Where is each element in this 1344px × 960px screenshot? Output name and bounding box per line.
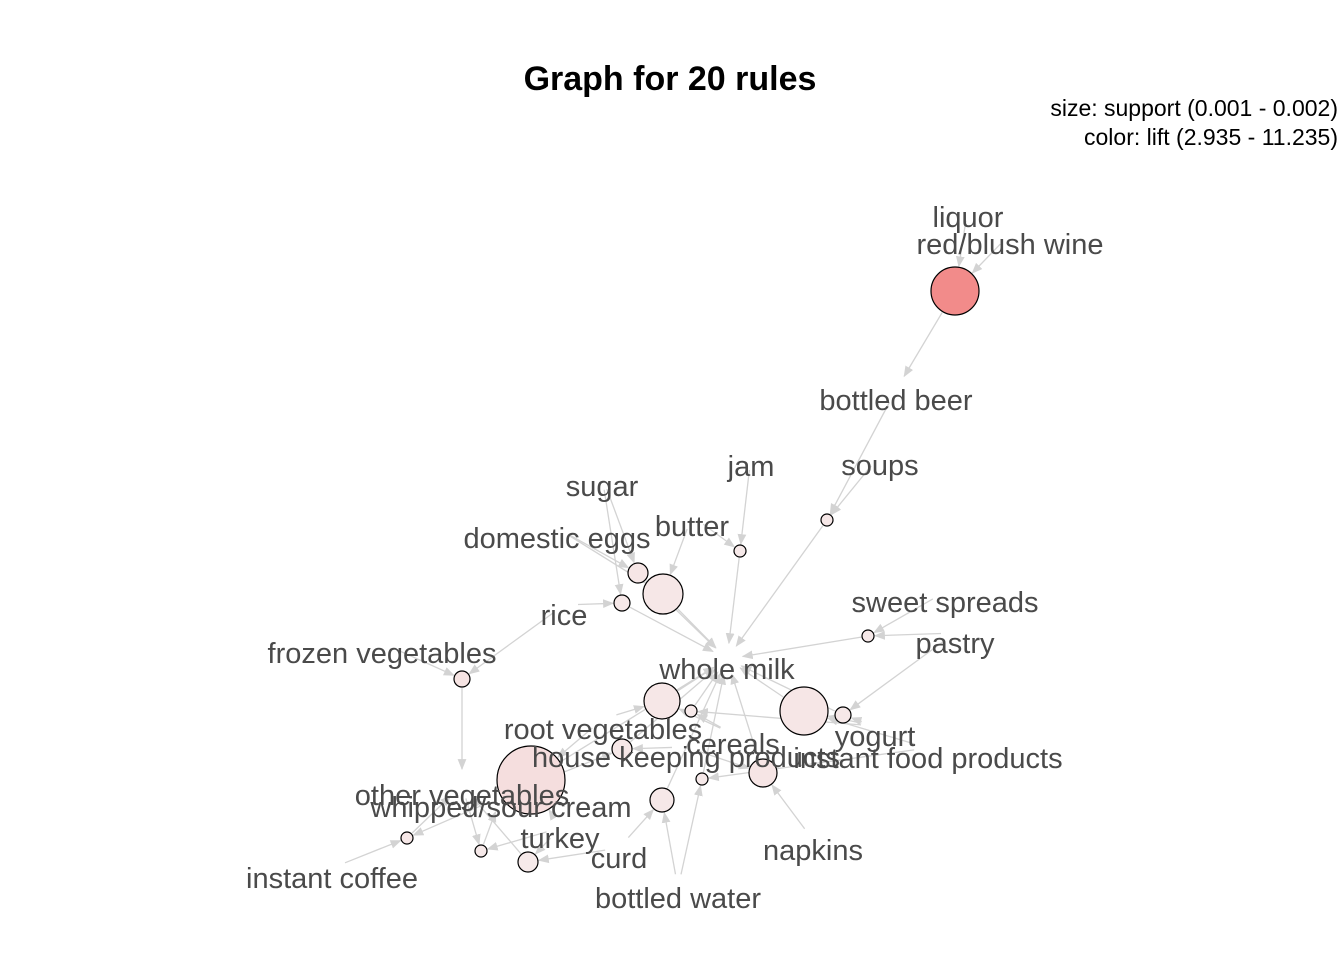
- edge-curd-to-r20: [537, 849, 606, 864]
- edge-butter-to-r5: [669, 528, 688, 576]
- edge-instant_coffee-to-r18: [344, 839, 402, 864]
- rule-node-r9: [779, 686, 829, 736]
- rule-node-r15: [695, 772, 709, 786]
- edges-layer: [344, 220, 1001, 875]
- rule-node-r7: [861, 629, 875, 643]
- item-label-rice: rice: [541, 600, 588, 632]
- edge-r7-to-whole_milk: [741, 636, 862, 660]
- item-label-root-vegetables: root vegetables: [504, 714, 702, 746]
- edge-house_keeping_products-to-r13: [631, 743, 673, 753]
- edge-soups-to-r2: [830, 465, 872, 516]
- edge-bottled_water-to-r17: [661, 811, 677, 875]
- item-label-domestic-eggs: domestic eggs: [464, 523, 651, 555]
- item-label-instant-coffee: instant coffee: [246, 863, 418, 895]
- item-label-liquor: liquor: [933, 202, 1004, 234]
- edge-jam-to-r3: [737, 469, 751, 546]
- edge-r14-to-whole_milk: [730, 673, 760, 759]
- edge-r1-to-bottled_beer: [903, 312, 943, 378]
- edge-pastry-to-r7: [873, 631, 942, 640]
- edge-sugar-to-r6: [603, 489, 624, 596]
- rule-node-r18: [400, 831, 414, 845]
- rule-node-r3: [733, 544, 747, 558]
- item-label-other-vegetables: other vegetables: [355, 780, 569, 812]
- rule-node-r13: [611, 738, 633, 760]
- item-label-napkins: napkins: [763, 835, 863, 867]
- edge-r2-to-whole_milk: [735, 525, 824, 647]
- item-label-sweet-spreads: sweet spreads: [852, 587, 1039, 619]
- rule-node-r10: [834, 706, 852, 724]
- rule-node-r14: [748, 758, 778, 788]
- item-label-sugar: sugar: [566, 471, 639, 503]
- edge-sweet_spreads-to-r7: [873, 598, 934, 634]
- edge-sugar-to-r4: [606, 488, 635, 564]
- item-label-whole-milk: whole milk: [658, 654, 795, 686]
- edge-r16-to-whole_milk: [560, 666, 715, 763]
- edge-turkey-to-r20: [534, 837, 551, 855]
- item-label-whipped-sour-cream: whipped/sour cream: [369, 792, 631, 824]
- rule-node-r2: [820, 513, 834, 527]
- edge-turkey-to-r16: [548, 809, 558, 821]
- item-label-bottled-water: bottled water: [595, 883, 761, 915]
- edge-butter-to-r3: [702, 523, 736, 548]
- rule-node-r16: [496, 745, 566, 815]
- edge-liquor-to-r1: [955, 220, 967, 268]
- item-label-jam: jam: [727, 451, 775, 483]
- edge-whipped_sour_cream-to-r18: [412, 802, 489, 836]
- item-label-cereals: cereals: [686, 729, 780, 761]
- rule-node-r5: [642, 573, 684, 615]
- edge-instant_food_products-to-r15: [707, 749, 915, 782]
- edge-r15-to-whole_milk: [702, 673, 727, 773]
- edge-bottled_beer-to-r2: [829, 402, 891, 515]
- edge-root_vegetables-to-r11: [616, 705, 645, 716]
- edge-rice-to-r6: [577, 599, 615, 609]
- item-label-red-blush-wine: red/blush wine: [917, 229, 1104, 261]
- rule-node-r12: [684, 704, 698, 718]
- rule-node-r20: [517, 851, 539, 873]
- item-label-frozen-vegetables: frozen vegetables: [268, 638, 497, 670]
- rule-node-r8: [453, 670, 471, 688]
- edge-domestic_eggs-to-r4: [568, 534, 630, 569]
- item-label-soups: soups: [841, 450, 918, 482]
- item-label-turkey: turkey: [521, 823, 600, 855]
- item-label-yogurt: yogurt: [835, 721, 916, 753]
- edge-bottled_water-to-r15: [680, 784, 703, 875]
- edge-other_vegetables-to-r19: [465, 798, 481, 846]
- legend-color: color: lift (2.935 - 11.235): [1084, 124, 1338, 150]
- rule-node-r4: [627, 562, 649, 584]
- edge-r17-to-whole_milk: [666, 672, 721, 789]
- edge-r18-to-other_vegetables: [411, 795, 452, 834]
- edge-yogurt-to-r12: [696, 707, 862, 726]
- edge-pastry-to-r10: [849, 640, 945, 711]
- item-label-house-keeping-products: house keeping products: [532, 742, 840, 774]
- rule-nodes-layer: [400, 266, 980, 873]
- rule-node-r11: [643, 682, 681, 720]
- rule-node-r19: [474, 844, 488, 858]
- edge-frozen_vegetables-to-r8: [394, 648, 455, 676]
- edge-root_vegetables-to-r16: [556, 727, 593, 759]
- edge-red_blush_wine-to-r1: [971, 243, 1001, 274]
- edge-turkey-to-r19: [486, 831, 547, 851]
- rule-node-r1: [930, 266, 980, 316]
- item-label-butter: butter: [655, 511, 729, 543]
- item-label-pastry: pastry: [916, 628, 995, 660]
- item-label-instant-food-products: instant food products: [793, 743, 1062, 775]
- rule-node-r17: [649, 787, 675, 813]
- edge-napkins-to-r14: [771, 784, 806, 830]
- edge-r6-to-whole_milk: [629, 606, 714, 653]
- edge-r3-to-whole_milk: [725, 557, 740, 645]
- edge-yogurt-to-r10: [850, 716, 863, 726]
- graph-title: Graph for 20 rules: [524, 60, 817, 98]
- rule-node-r6: [613, 594, 631, 612]
- edge-rice-to-r8: [468, 612, 554, 675]
- edge-r20-to-other_vegetables: [471, 796, 522, 855]
- legend-size: size: support (0.001 - 0.002): [1050, 95, 1338, 121]
- edge-curd-to-r17: [627, 808, 655, 839]
- item-label-bottled-beer: bottled beer: [819, 385, 973, 417]
- item-label-curd: curd: [591, 843, 647, 875]
- edge-r5-to-whole_milk: [677, 608, 717, 649]
- edge-r19-to-whipped_sour_cream: [482, 810, 497, 845]
